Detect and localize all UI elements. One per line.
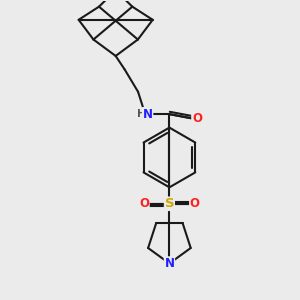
Text: N: N (142, 108, 153, 121)
Text: N: N (164, 257, 174, 270)
Text: O: O (190, 197, 200, 210)
Text: O: O (192, 112, 202, 125)
Text: O: O (139, 197, 149, 210)
Text: H: H (137, 109, 146, 119)
Text: S: S (165, 197, 174, 210)
